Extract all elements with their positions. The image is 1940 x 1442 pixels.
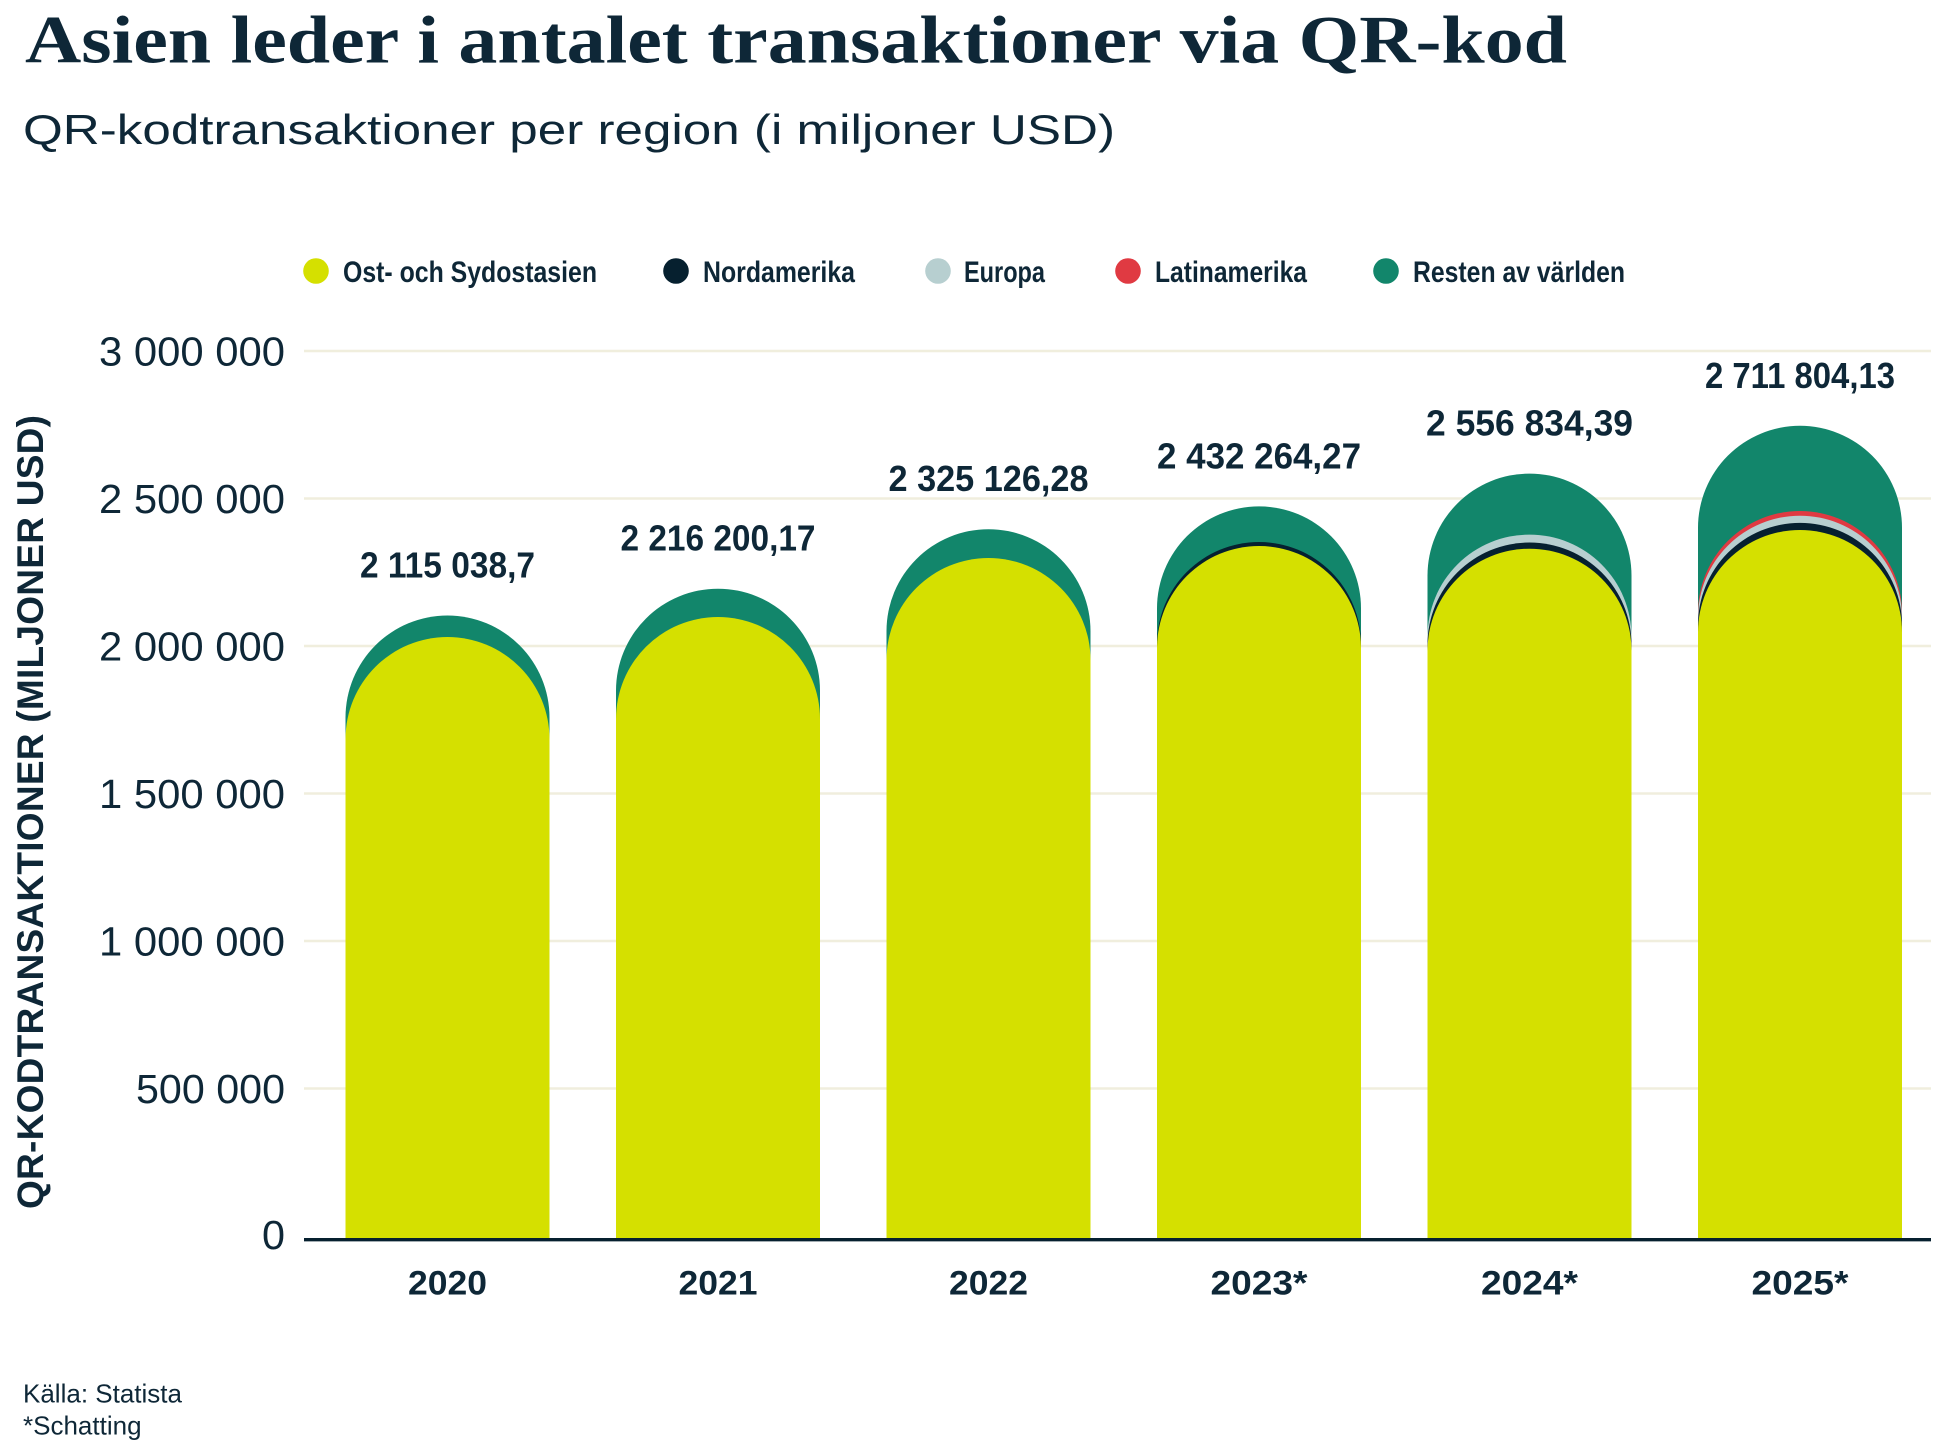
svg-text:2 432 264,27: 2 432 264,27 — [1157, 435, 1361, 476]
svg-text:2 711 804,13: 2 711 804,13 — [1705, 355, 1895, 396]
svg-text:Nordamerika: Nordamerika — [703, 256, 855, 289]
svg-text:2 500 000: 2 500 000 — [99, 476, 285, 522]
svg-text:Källa: Statista: Källa: Statista — [23, 1379, 183, 1409]
svg-text:*Schatting: *Schatting — [23, 1411, 142, 1441]
svg-text:2 000 000: 2 000 000 — [99, 623, 285, 669]
svg-text:2 216 200,17: 2 216 200,17 — [621, 518, 816, 559]
svg-text:2022: 2022 — [949, 1265, 1028, 1303]
svg-text:Latinamerika: Latinamerika — [1155, 256, 1307, 289]
svg-text:2 325 126,28: 2 325 126,28 — [889, 458, 1089, 499]
svg-text:Europa: Europa — [964, 256, 1045, 289]
svg-text:QR-KODTRANSAKTIONER (MILJONER: QR-KODTRANSAKTIONER (MILJONER USD) — [10, 415, 51, 1209]
svg-text:Ost- och Sydostasien: Ost- och Sydostasien — [343, 256, 597, 289]
svg-text:0: 0 — [262, 1212, 285, 1258]
svg-text:2 115 038,7: 2 115 038,7 — [360, 545, 535, 586]
svg-text:2020: 2020 — [408, 1265, 487, 1303]
svg-text:500 000: 500 000 — [136, 1066, 285, 1112]
svg-text:2021: 2021 — [679, 1265, 758, 1303]
svg-text:3 000 000: 3 000 000 — [99, 328, 285, 374]
svg-text:2025*: 2025* — [1752, 1265, 1850, 1303]
svg-text:2024*: 2024* — [1481, 1265, 1579, 1303]
svg-text:1 000 000: 1 000 000 — [99, 918, 285, 964]
svg-text:Asien leder i antalet transakt: Asien leder i antalet transaktioner via … — [25, 2, 1567, 78]
svg-text:QR-kodtransaktioner per region: QR-kodtransaktioner per region (i miljon… — [23, 106, 1115, 153]
svg-text:1 500 000: 1 500 000 — [99, 771, 285, 817]
svg-text:2 556 834,39: 2 556 834,39 — [1426, 403, 1633, 444]
svg-text:2023*: 2023* — [1211, 1265, 1309, 1303]
svg-text:Resten av världen: Resten av världen — [1413, 256, 1625, 289]
